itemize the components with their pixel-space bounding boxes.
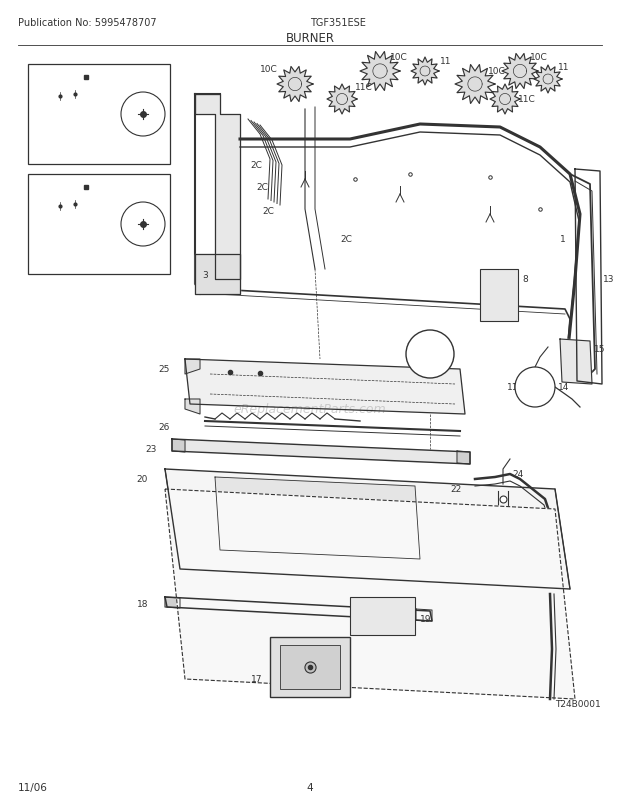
- Polygon shape: [172, 439, 470, 464]
- Polygon shape: [58, 94, 102, 136]
- Text: 2C: 2C: [250, 160, 262, 169]
- Text: BURNER: BURNER: [285, 32, 335, 45]
- Text: 11C: 11C: [33, 178, 53, 188]
- Polygon shape: [215, 477, 420, 559]
- Text: 11: 11: [440, 58, 451, 67]
- Circle shape: [515, 367, 555, 407]
- Text: TGF351ESE: TGF351ESE: [310, 18, 366, 28]
- Bar: [270, 638, 350, 697]
- Polygon shape: [185, 359, 465, 415]
- Bar: [28, 175, 170, 274]
- Circle shape: [121, 93, 165, 137]
- Text: 10C: 10C: [530, 54, 547, 63]
- Text: 11C: 11C: [518, 95, 536, 104]
- Polygon shape: [534, 66, 562, 94]
- Polygon shape: [172, 439, 185, 452]
- Bar: [480, 269, 518, 322]
- Text: 25: 25: [159, 365, 170, 374]
- Polygon shape: [195, 255, 240, 294]
- Text: 11: 11: [558, 63, 570, 72]
- Text: Publication No: 5995478707: Publication No: 5995478707: [18, 18, 157, 28]
- Text: 13: 13: [603, 275, 614, 284]
- Text: eReplacementParts.com: eReplacementParts.com: [234, 403, 386, 416]
- Polygon shape: [165, 489, 575, 699]
- Text: 37: 37: [33, 245, 45, 254]
- Text: 37: 37: [33, 136, 45, 144]
- Text: 26: 26: [159, 423, 170, 432]
- Text: 11: 11: [507, 383, 518, 392]
- Polygon shape: [185, 359, 200, 375]
- Text: 17: 17: [250, 674, 262, 683]
- Circle shape: [406, 330, 454, 379]
- Bar: [28, 65, 170, 164]
- Polygon shape: [165, 597, 432, 622]
- Text: 1: 1: [560, 235, 565, 244]
- Text: 22: 22: [451, 485, 462, 494]
- Polygon shape: [58, 93, 86, 121]
- Polygon shape: [58, 203, 86, 231]
- Text: 44C: 44C: [90, 178, 107, 187]
- Polygon shape: [165, 597, 180, 608]
- Text: 11/06: 11/06: [18, 782, 48, 792]
- Text: 24: 24: [512, 470, 523, 479]
- Text: 23: 23: [146, 445, 157, 454]
- Text: 4: 4: [307, 782, 313, 792]
- Text: 2C: 2C: [262, 207, 274, 217]
- Text: 10C: 10C: [390, 54, 408, 63]
- Text: 47: 47: [143, 238, 154, 247]
- Text: 11: 11: [33, 68, 46, 78]
- Text: T24B0001: T24B0001: [555, 699, 601, 708]
- Text: 8: 8: [522, 275, 528, 284]
- Polygon shape: [457, 452, 470, 464]
- Polygon shape: [360, 52, 400, 91]
- Text: 10C: 10C: [260, 66, 278, 75]
- Polygon shape: [185, 399, 200, 415]
- Text: 15: 15: [594, 345, 606, 354]
- Text: 11C: 11C: [355, 83, 373, 92]
- Text: 18: 18: [136, 600, 148, 609]
- Text: 20: 20: [136, 475, 148, 484]
- Text: 14: 14: [558, 383, 569, 392]
- Polygon shape: [277, 67, 313, 103]
- Text: 10C: 10C: [488, 67, 506, 76]
- Text: 47: 47: [143, 128, 154, 137]
- Polygon shape: [455, 66, 495, 104]
- Bar: [350, 597, 415, 635]
- Text: 21: 21: [407, 343, 418, 352]
- Polygon shape: [195, 95, 240, 280]
- Bar: [280, 645, 340, 689]
- Text: 2C: 2C: [256, 184, 268, 192]
- Text: 3: 3: [202, 270, 208, 279]
- Text: 19: 19: [420, 615, 432, 624]
- Text: 2C: 2C: [340, 235, 352, 244]
- Polygon shape: [416, 610, 432, 622]
- Polygon shape: [502, 55, 538, 90]
- Polygon shape: [58, 203, 102, 246]
- Polygon shape: [411, 58, 439, 86]
- Polygon shape: [165, 469, 570, 589]
- Polygon shape: [327, 85, 357, 115]
- Circle shape: [121, 203, 165, 247]
- Text: 44C: 44C: [90, 68, 107, 78]
- Polygon shape: [560, 339, 592, 384]
- Polygon shape: [490, 85, 520, 115]
